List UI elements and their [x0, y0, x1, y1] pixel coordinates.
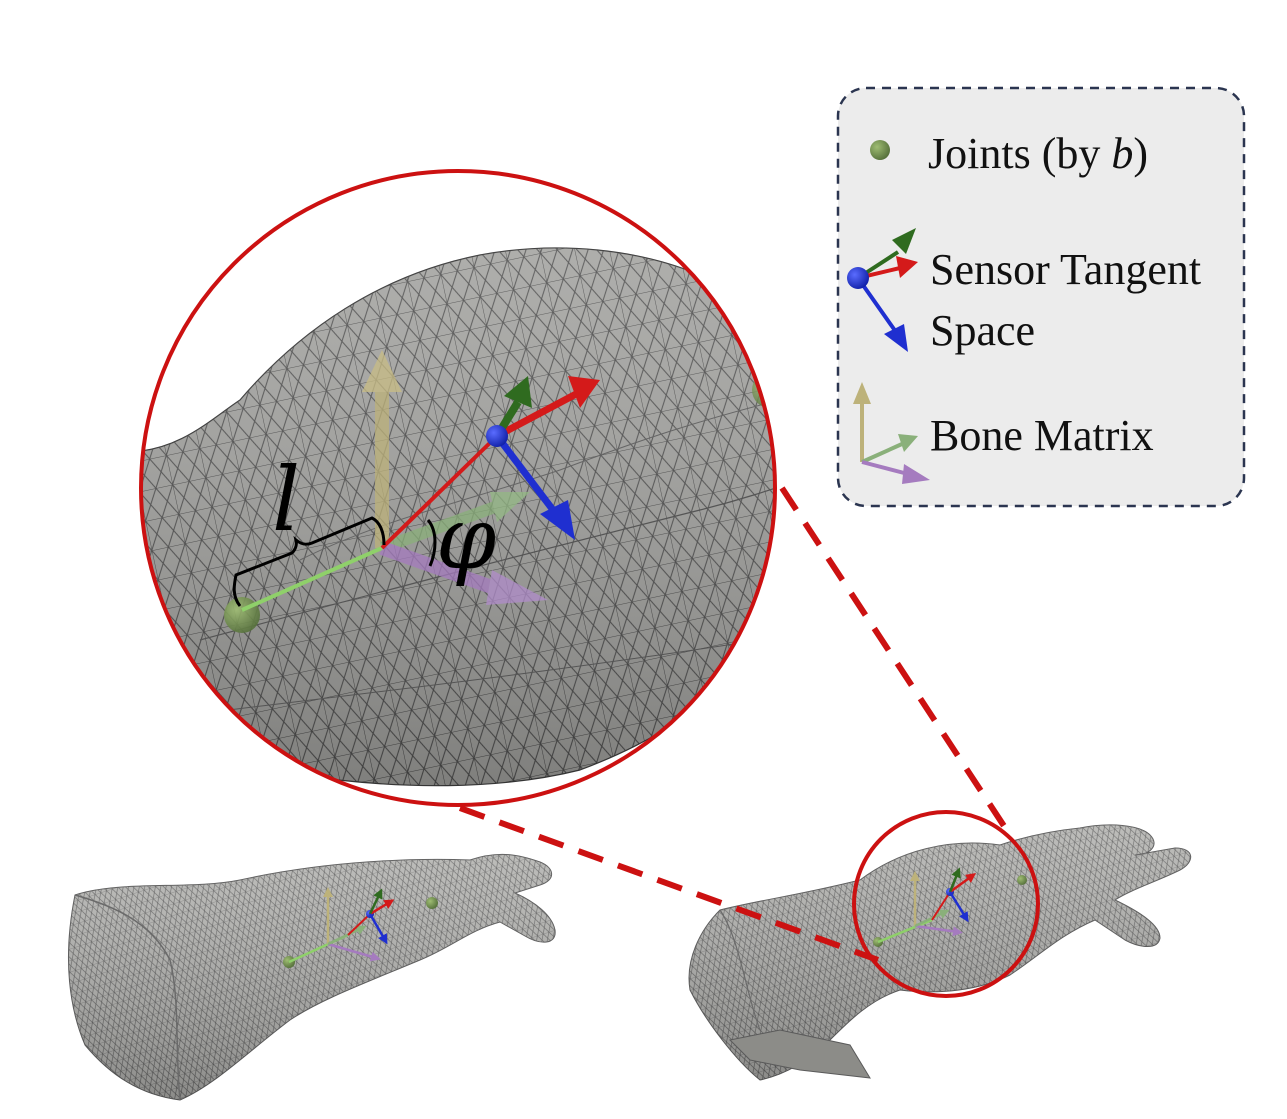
legend: Joints (by b) Sensor Tangent Space [836, 86, 1246, 508]
legend-item-bone: Bone Matrix [853, 382, 1154, 484]
angle-arc [426, 519, 437, 567]
legend-sensor-line1: Sensor Tangent [930, 245, 1201, 294]
arm-mesh-right [688, 824, 1192, 1081]
legend-item-joints: Joints (by b) [870, 129, 1148, 178]
symbol-angle: φ [436, 489, 496, 589]
svg-text:Joints (by b): Joints (by b) [928, 129, 1148, 178]
bone-link [241, 546, 383, 612]
arm-mesh-left [68, 853, 556, 1101]
legend-sensor-line2: Space [930, 306, 1035, 355]
symbol-length: l [272, 448, 300, 551]
legend-bone-label: Bone Matrix [930, 411, 1154, 460]
zoom-connector-lower [458, 805, 880, 963]
zoom-source-circle [852, 810, 1040, 998]
bone-axes-icon [853, 382, 930, 484]
joint-legend-icon [870, 140, 890, 160]
zoom-detail: l φ [139, 169, 777, 807]
sensor-axes-zoom [486, 376, 600, 540]
legend-joints-var: b [1111, 129, 1133, 178]
legend-joints-label: Joints (by [928, 129, 1111, 178]
joint-right-2 [1017, 875, 1027, 885]
sensor-axes-icon [847, 228, 918, 352]
zoom-connector-upper [779, 486, 1007, 828]
joint-left-2 [426, 897, 438, 909]
legend-joints-end: ) [1133, 129, 1148, 178]
legend-item-sensor: Sensor Tangent Space [847, 228, 1201, 355]
sensor-offset [380, 434, 499, 550]
length-brace [232, 516, 386, 607]
legend-box [836, 86, 1246, 508]
